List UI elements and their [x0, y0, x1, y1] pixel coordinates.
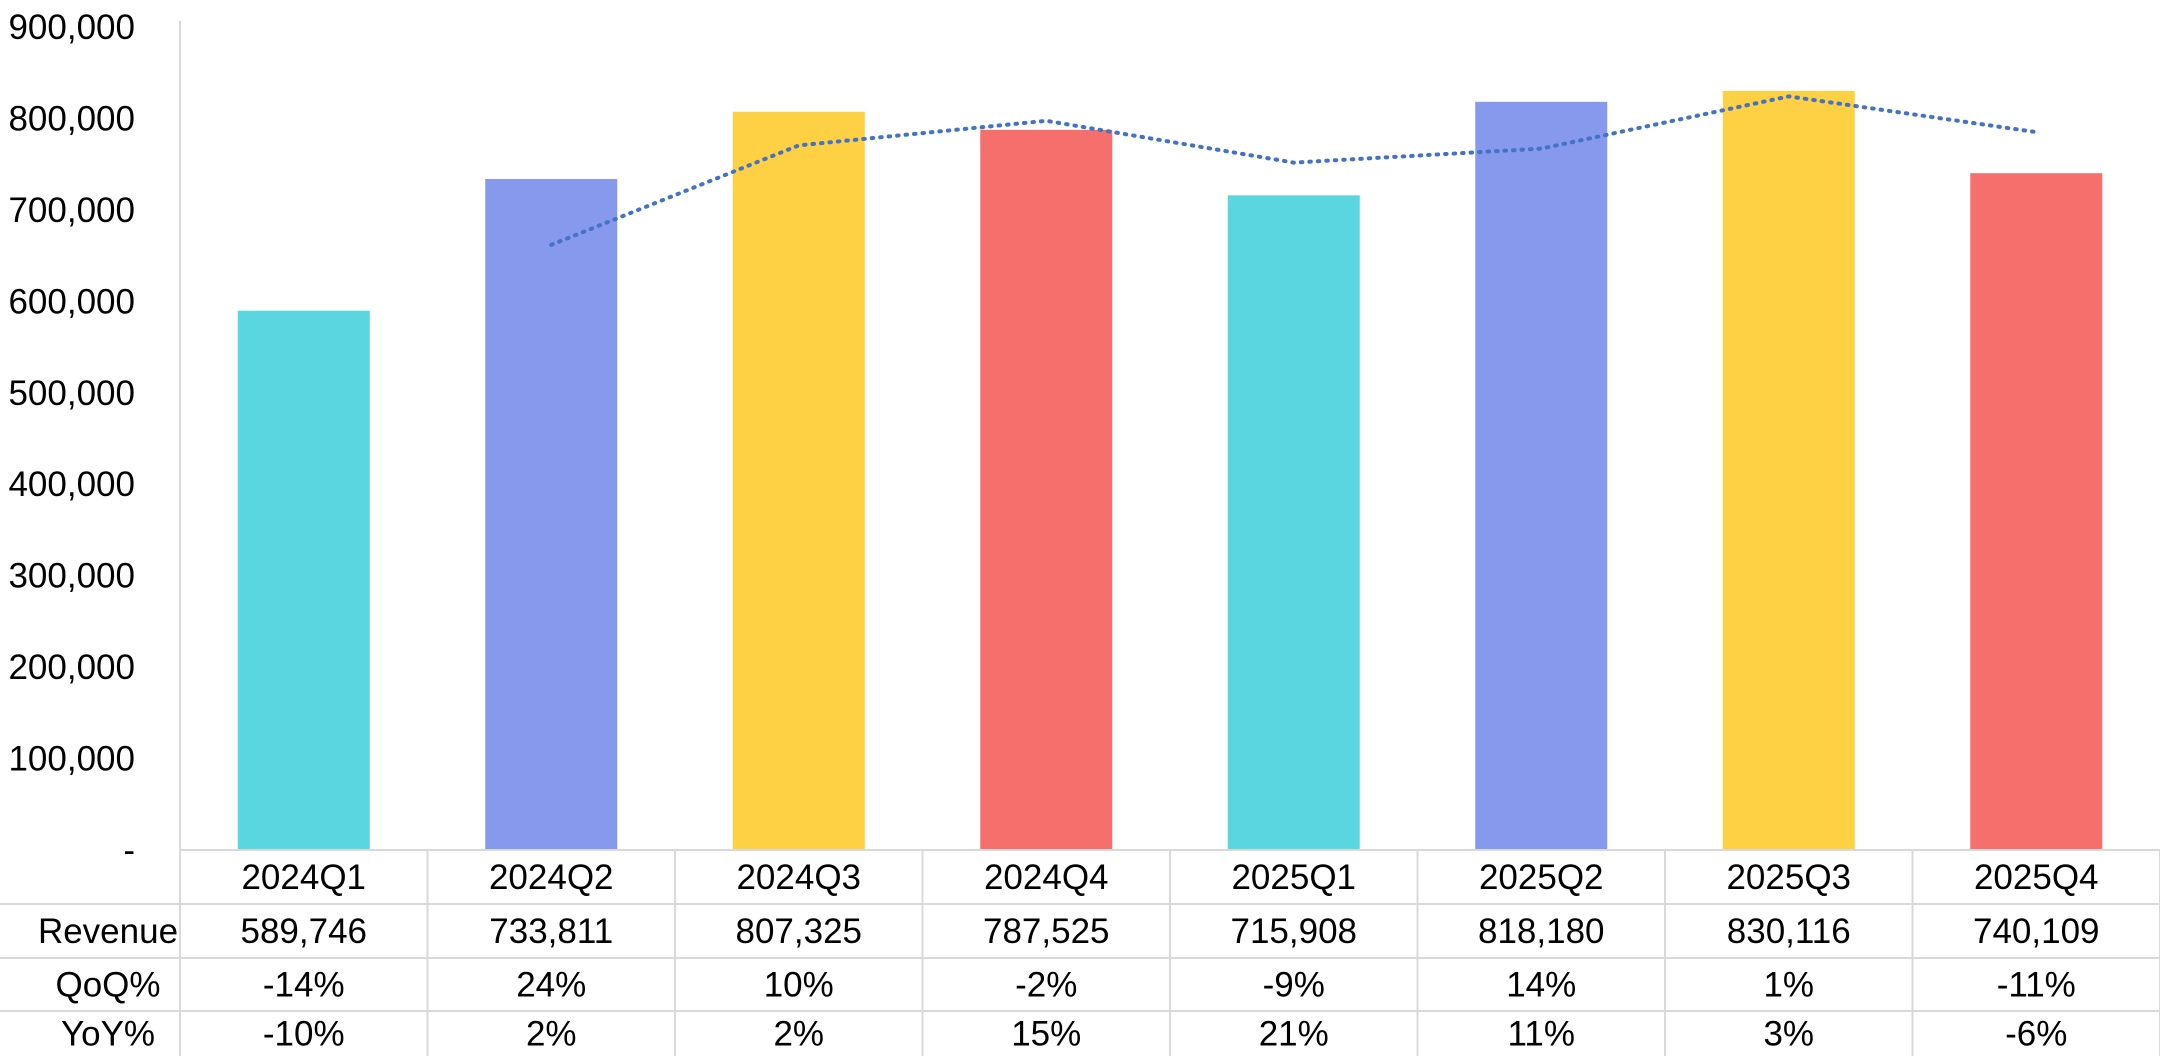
x-category-label: 2025Q3: [1726, 858, 1851, 897]
y-tick-label: -: [123, 831, 135, 870]
x-category-label: 2024Q3: [736, 858, 861, 897]
table-cell: 733,811: [489, 912, 613, 951]
bar-2024Q4: [980, 129, 1113, 850]
table-cell: 589,746: [240, 912, 367, 951]
trend-line: [549, 94, 2039, 247]
y-tick-label: 800,000: [8, 99, 135, 138]
table-cell: -9%: [1263, 966, 1325, 1005]
table-cell: -6%: [2005, 1015, 2067, 1054]
table-cell: 10%: [764, 966, 834, 1005]
x-category-label: 2025Q1: [1231, 858, 1356, 897]
table-cell: -11%: [1997, 966, 2076, 1005]
table-cell: -14%: [263, 966, 345, 1005]
y-tick-label: 500,000: [8, 374, 135, 413]
table-row-header: Revenue: [38, 912, 178, 951]
y-tick-label: 300,000: [8, 557, 135, 596]
bar-2025Q2: [1475, 101, 1608, 851]
table-cell: 715,908: [1230, 912, 1357, 951]
table-cell: 2%: [526, 1015, 577, 1054]
table-row-header: YoY%: [61, 1015, 155, 1054]
x-category-label: 2024Q2: [489, 858, 614, 897]
y-tick-label: 900,000: [8, 8, 135, 47]
table-cell: 21%: [1259, 1015, 1329, 1054]
trend-line-series: [549, 94, 2039, 247]
y-tick-label: 100,000: [8, 740, 135, 779]
table-cell: 3%: [1763, 1015, 1814, 1054]
table-cell: 830,116: [1727, 912, 1851, 951]
y-tick-label: 200,000: [8, 648, 135, 687]
table-cell: 11%: [1508, 1015, 1575, 1054]
table-cell: 2%: [773, 1015, 824, 1054]
table-cell: -2%: [1015, 966, 1077, 1005]
bar-2024Q3: [732, 111, 865, 850]
y-tick-label: 400,000: [8, 465, 135, 504]
bar-2024Q2: [485, 178, 618, 851]
data-table: 2024Q1 2024Q2 2024Q3 2024Q4 2025Q1 2025Q2 2025…: [0, 849, 2160, 1056]
x-category-label: 2025Q2: [1479, 858, 1604, 897]
bar-2024Q1: [237, 310, 370, 850]
table-cell: 818,180: [1478, 912, 1605, 951]
x-category-label: 2024Q4: [984, 858, 1109, 897]
table-cell: 24%: [516, 966, 586, 1005]
table-cell: 787,525: [983, 912, 1110, 951]
y-axis: - 100,000 200,000 300,000 400,000 500,000 600,…: [8, 8, 181, 904]
bar-2025Q3: [1722, 90, 1855, 851]
table-cell: 807,325: [735, 912, 862, 951]
table-cell: 15%: [1011, 1015, 1081, 1054]
table-cell: 740,109: [1973, 912, 2100, 951]
table-cell: 1%: [1763, 966, 1814, 1005]
x-category-label: 2024Q1: [241, 858, 366, 897]
bar-2025Q4: [1970, 173, 2103, 851]
x-category-label: 2025Q4: [1974, 858, 2099, 897]
table-cell: -10%: [263, 1015, 345, 1054]
y-tick-label: 700,000: [8, 191, 135, 230]
bar-2025Q1: [1227, 195, 1360, 850]
y-tick-label: 600,000: [8, 282, 135, 321]
table-row-header: QoQ%: [55, 966, 160, 1005]
bar-series: [237, 90, 2103, 851]
table-cell: 14%: [1506, 966, 1576, 1005]
